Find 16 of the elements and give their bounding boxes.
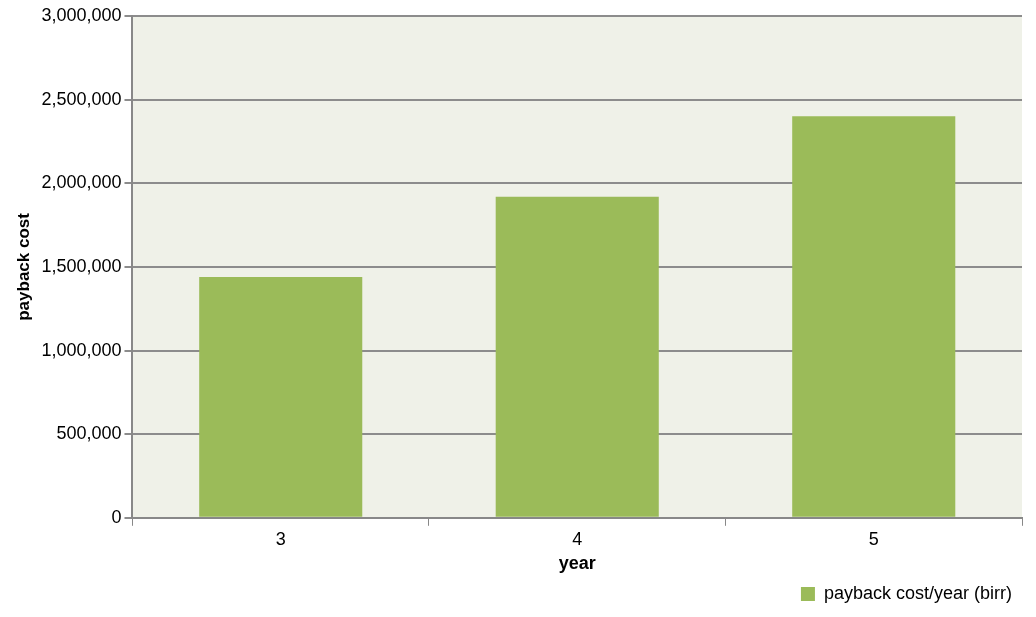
y-tick-label: 2,000,000: [41, 172, 122, 193]
x-axis-title: year: [558, 553, 596, 574]
y-tick-label: 1,000,000: [41, 339, 122, 360]
bar: [495, 196, 659, 517]
bar: [792, 116, 956, 517]
y-tick-label: 0: [111, 506, 122, 527]
x-tick-label: 4: [572, 528, 583, 549]
y-tick-label: 1,500,000: [41, 255, 122, 276]
y-tick-label: 500,000: [56, 423, 122, 444]
y-tick-label: 3,000,000: [41, 4, 122, 25]
y-axis-title: payback cost: [13, 212, 33, 321]
legend-label: payback cost/year (birr): [823, 582, 1012, 603]
x-tick-label: 3: [275, 528, 286, 549]
bar: [199, 276, 363, 517]
y-tick-label: 2,500,000: [41, 88, 122, 109]
x-tick-label: 5: [868, 528, 879, 549]
